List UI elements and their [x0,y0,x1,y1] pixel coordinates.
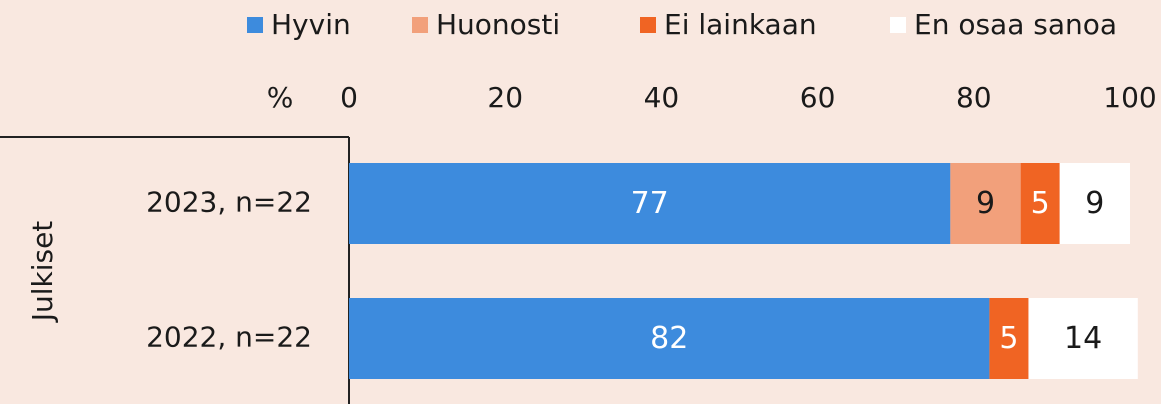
group-label: Julkiset [26,221,59,324]
data-label: 9 [976,186,995,221]
legend-label: Ei lainkaan [664,8,817,41]
x-axis-label: % [267,81,294,114]
x-tick-label: 20 [487,81,523,114]
x-tick-label: 80 [956,81,992,114]
data-label: 77 [631,186,669,221]
bar-segment [1020,163,1060,244]
bar-segment [950,163,1021,244]
bar-segment [349,163,951,244]
data-label: 9 [1085,186,1104,221]
bar-segment [1059,163,1130,244]
x-tick-label: 100 [1103,81,1156,114]
y-tick-label: 2023, n=22 [146,186,312,219]
x-tick-label: 40 [644,81,680,114]
bar-segment [1028,298,1138,379]
bar-segment [989,298,1029,379]
data-label: 14 [1064,321,1102,356]
data-label: 82 [650,321,688,356]
legend-swatch [640,17,656,33]
legend-swatch [247,17,263,33]
data-label: 5 [1031,186,1050,221]
legend-label: En osaa sanoa [914,8,1117,41]
y-tick-label: 2022, n=22 [146,321,312,354]
legend-swatch [890,17,906,33]
bar-segment [349,298,990,379]
data-label: 5 [999,321,1018,356]
x-tick-label: 0 [340,81,358,114]
legend-label: Hyvin [271,8,351,41]
legend-swatch [412,17,428,33]
x-tick-label: 60 [800,81,836,114]
legend-label: Huonosti [436,8,560,41]
